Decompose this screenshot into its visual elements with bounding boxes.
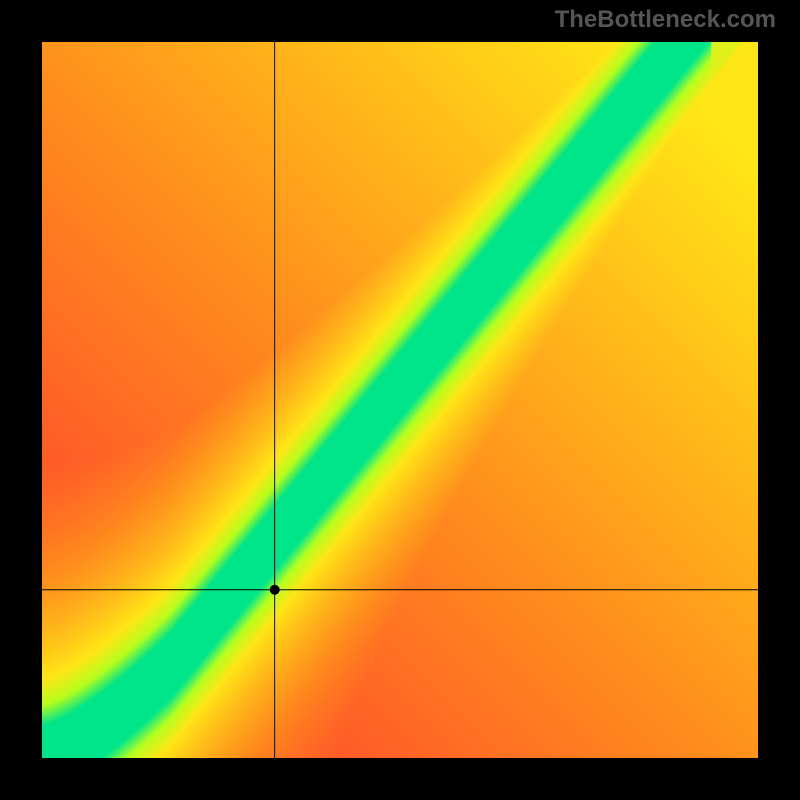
heatmap-canvas	[42, 42, 758, 758]
chart-frame: TheBottleneck.com	[0, 0, 800, 800]
watermark-text: TheBottleneck.com	[555, 6, 776, 34]
plot-area	[42, 42, 758, 758]
